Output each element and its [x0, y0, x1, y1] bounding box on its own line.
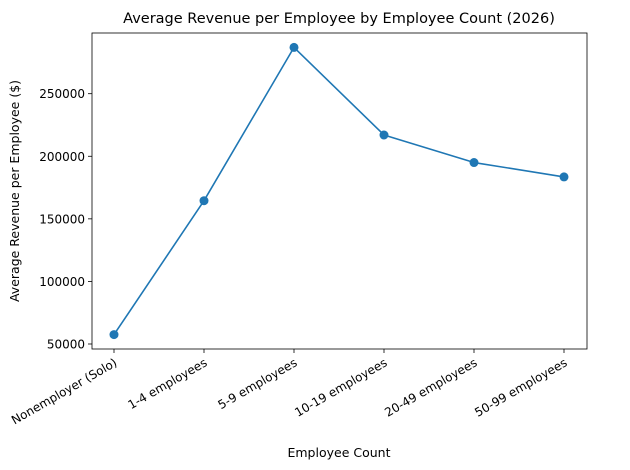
x-tick-label: 10-19 employees: [292, 355, 389, 419]
x-tick-label: Nonemployer (Solo): [9, 355, 120, 427]
chart-title: Average Revenue per Employee by Employee…: [123, 11, 555, 27]
x-axis-label: Employee Count: [287, 445, 390, 460]
data-point: [289, 42, 299, 52]
data-point: [379, 130, 389, 140]
y-tick-label: 150000: [39, 212, 85, 226]
plot-area: [91, 32, 588, 350]
x-tick-label: 5-9 employees: [216, 355, 300, 412]
y-tick-label: 50000: [47, 337, 85, 351]
x-axis: Nonemployer (Solo) 1-4 employees 5-9 emplo…: [9, 349, 570, 427]
y-axis: 50000 100000 150000 200000 250000: [39, 87, 92, 351]
data-point: [469, 158, 479, 168]
x-tick-label: 1-4 employees: [126, 355, 210, 412]
y-tick-label: 250000: [39, 87, 85, 101]
y-tick-label: 200000: [39, 150, 85, 164]
series-layer: [109, 42, 569, 340]
data-point: [199, 196, 209, 206]
y-tick-label: 100000: [39, 275, 85, 289]
data-point: [109, 330, 119, 340]
series-line: [113, 46, 565, 336]
x-tick-label: 20-49 employees: [382, 355, 479, 419]
y-axis-label: Average Revenue per Employee ($): [7, 80, 22, 302]
data-point: [559, 172, 569, 182]
x-tick-label: 50-99 employees: [472, 355, 569, 419]
